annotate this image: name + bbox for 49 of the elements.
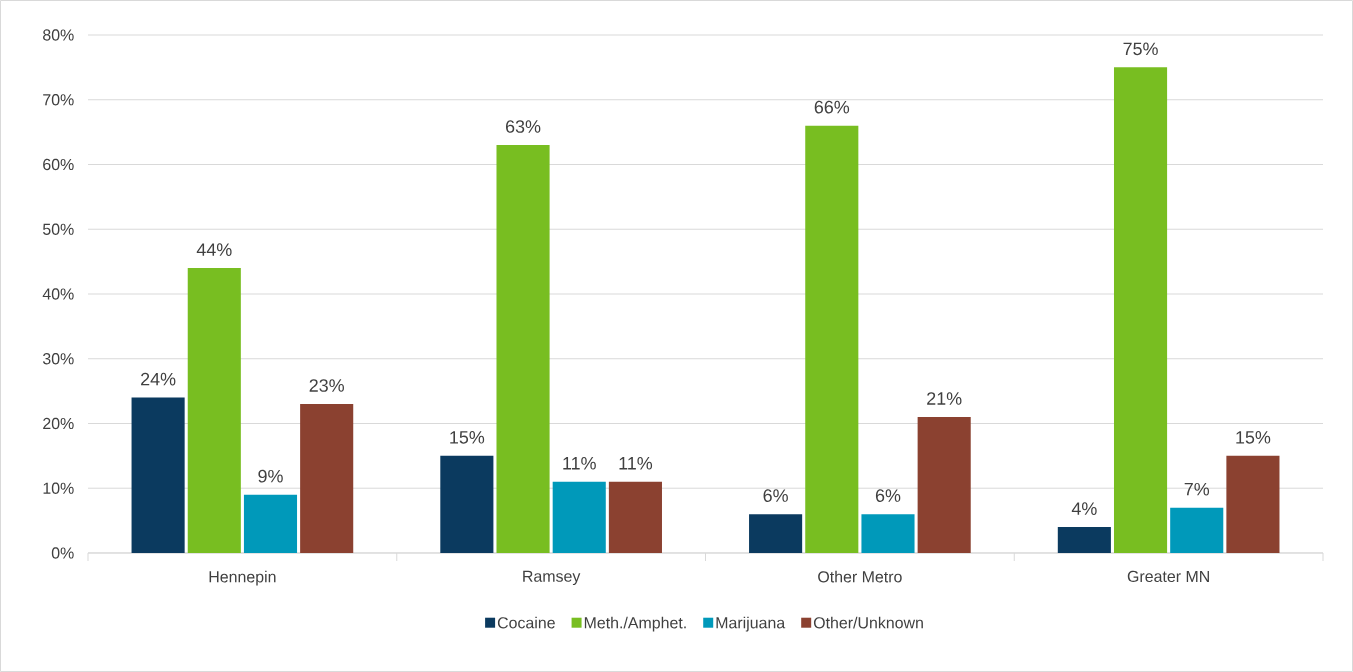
- x-tick-label: Other Metro: [818, 570, 902, 583]
- data-label: 6%: [875, 489, 901, 502]
- x-tick-label: Hennepin: [209, 570, 276, 586]
- bar: [496, 145, 550, 553]
- data-label: 75%: [1123, 42, 1158, 56]
- y-tick-label: 0%: [51, 547, 74, 559]
- bar: [131, 397, 185, 553]
- bar: [187, 268, 241, 553]
- data-label: 24%: [141, 372, 176, 386]
- bar: [805, 125, 859, 553]
- data-label: 21%: [927, 392, 962, 405]
- data-label: 66%: [814, 100, 850, 114]
- data-label: 63%: [506, 120, 541, 133]
- bar: [243, 494, 298, 553]
- y-tick-label: 50%: [42, 223, 74, 235]
- data-label: 7%: [1184, 482, 1210, 496]
- bar: [749, 514, 803, 553]
- y-tick-label: 20%: [43, 417, 74, 430]
- bar: [552, 481, 606, 553]
- bar: [917, 417, 971, 553]
- data-label: 4%: [1071, 502, 1097, 515]
- y-tick-label: 60%: [43, 158, 74, 171]
- y-tick-label: 10%: [43, 482, 74, 494]
- data-label: 11%: [619, 457, 653, 470]
- data-label: 9%: [258, 469, 283, 483]
- data-label: 15%: [450, 431, 485, 444]
- data-label: 44%: [196, 243, 232, 256]
- legend-label: Cocaine: [497, 616, 555, 629]
- bar: [1057, 527, 1111, 553]
- data-label: 6%: [763, 489, 788, 502]
- bar: [1170, 507, 1224, 553]
- y-tick-label: 30%: [42, 353, 74, 365]
- data-label: 23%: [309, 379, 344, 392]
- legend-label: Meth./Amphet.: [584, 616, 686, 632]
- legend-label: Marijuana: [716, 616, 786, 632]
- data-label: 15%: [1236, 431, 1271, 444]
- bar: [1226, 455, 1280, 553]
- y-tick-label: 70%: [43, 94, 74, 106]
- y-tick-label: 40%: [42, 288, 74, 300]
- bar: [608, 481, 662, 553]
- bar: [300, 404, 354, 553]
- data-label: 11%: [563, 457, 596, 470]
- y-tick-label: 80%: [43, 29, 74, 41]
- bar: [440, 455, 494, 553]
- legend-label: Other/Unknown: [813, 616, 923, 629]
- bar: [1113, 67, 1168, 553]
- bar: [861, 514, 915, 553]
- x-tick-label: Greater MN: [1127, 570, 1209, 583]
- x-tick-label: Ramsey: [523, 570, 581, 586]
